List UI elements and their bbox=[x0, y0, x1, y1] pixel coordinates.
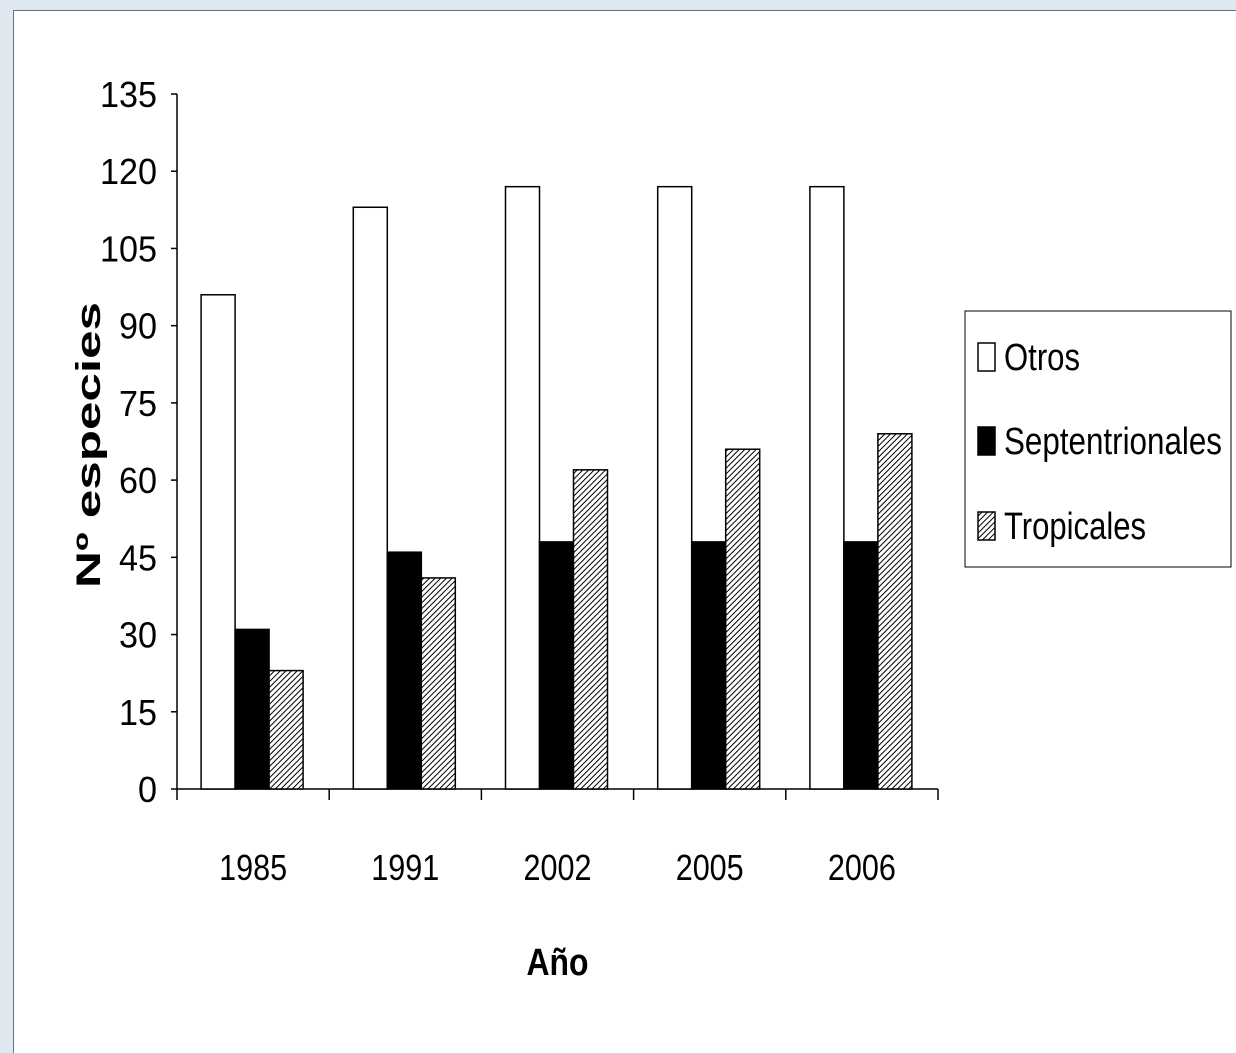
bar-otros-1991 bbox=[352, 206, 389, 790]
y-tick-label: 135 bbox=[100, 74, 157, 115]
bars bbox=[200, 185, 913, 790]
y-tick-label: 0 bbox=[138, 769, 157, 810]
x-tick-label: 2002 bbox=[524, 847, 592, 888]
legend-label-otros: Otros bbox=[1004, 337, 1080, 379]
x-tick-label: 1991 bbox=[371, 847, 439, 888]
bar-tropicales-2006 bbox=[877, 433, 913, 790]
x-tick-label: 2006 bbox=[828, 847, 896, 888]
axis-labels: 0 15 30 45 60 75 90 105 120 135 1985 1991 2002 2005 20… bbox=[70, 74, 896, 984]
legend-swatch-tropicales bbox=[977, 511, 996, 541]
bar-tropicales-2005 bbox=[724, 448, 761, 790]
legend: Otros Septentrionales Tropicales bbox=[964, 310, 1232, 568]
y-tick-label: 45 bbox=[119, 537, 157, 578]
x-tick-label: 1985 bbox=[219, 847, 287, 888]
y-tick-label: 15 bbox=[119, 692, 157, 733]
bar-septentrionales-2005 bbox=[690, 541, 727, 790]
bar-otros-2002 bbox=[504, 185, 541, 790]
legend-swatch-septentrionales bbox=[977, 426, 996, 456]
legend-box bbox=[964, 310, 1232, 568]
legend-label-septentrionales: Septentrionales bbox=[1004, 421, 1222, 463]
bar-tropicales-1991 bbox=[420, 577, 457, 790]
y-tick-label: 60 bbox=[119, 460, 157, 501]
bar-septentrionales-1991 bbox=[386, 551, 423, 790]
bar-otros-1985 bbox=[200, 294, 236, 790]
bar-tropicales-1985 bbox=[268, 669, 304, 790]
bar-septentrionales-1985 bbox=[234, 628, 270, 790]
y-tick-label: 30 bbox=[119, 615, 157, 656]
x-axis-title: Año bbox=[527, 942, 589, 984]
bar-septentrionales-2006 bbox=[843, 541, 879, 790]
bar-tropicales-2002 bbox=[572, 469, 609, 790]
y-tick-label: 90 bbox=[119, 306, 157, 347]
y-tick-label: 120 bbox=[100, 151, 157, 192]
x-tick-label: 2005 bbox=[676, 847, 744, 888]
bar-otros-2006 bbox=[809, 185, 845, 790]
legend-label-tropicales: Tropicales bbox=[1004, 506, 1146, 548]
bar-otros-2005 bbox=[656, 185, 693, 790]
y-tick-label: 105 bbox=[100, 228, 157, 269]
legend-swatch-otros bbox=[977, 342, 996, 372]
bar-septentrionales-2002 bbox=[538, 541, 575, 790]
y-tick-label: 75 bbox=[119, 383, 157, 424]
y-axis-title: Nº especies bbox=[70, 302, 108, 588]
